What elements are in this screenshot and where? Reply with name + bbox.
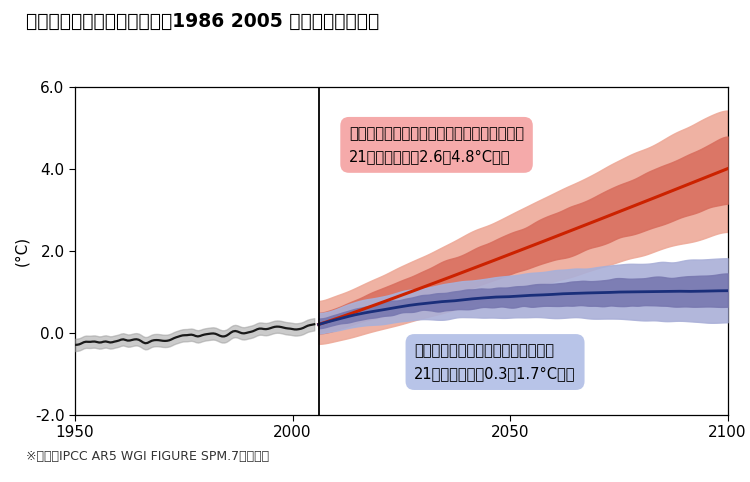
Text: 有効な気候変動対策が取られなかった場合、
21世紀末には、2.6～4.8°C上昇: 有効な気候変動対策が取られなかった場合、 21世紀末には、2.6～4.8°C上昇: [349, 126, 524, 164]
Y-axis label: (°C): (°C): [14, 236, 29, 266]
Text: 厳しい気候変動対策をとった場合、
21世紀末には、0.3～1.7°C上昇: 厳しい気候変動対策をとった場合、 21世紀末には、0.3～1.7°C上昇: [414, 343, 576, 381]
Text: ※出典　IPCC AR5 WGI FIGURE SPM.7から作成: ※出典 IPCC AR5 WGI FIGURE SPM.7から作成: [26, 450, 269, 463]
Text: 世界の平均地上気温の変化（1986 2005 年平均比との差）: 世界の平均地上気温の変化（1986 2005 年平均比との差）: [26, 12, 380, 31]
